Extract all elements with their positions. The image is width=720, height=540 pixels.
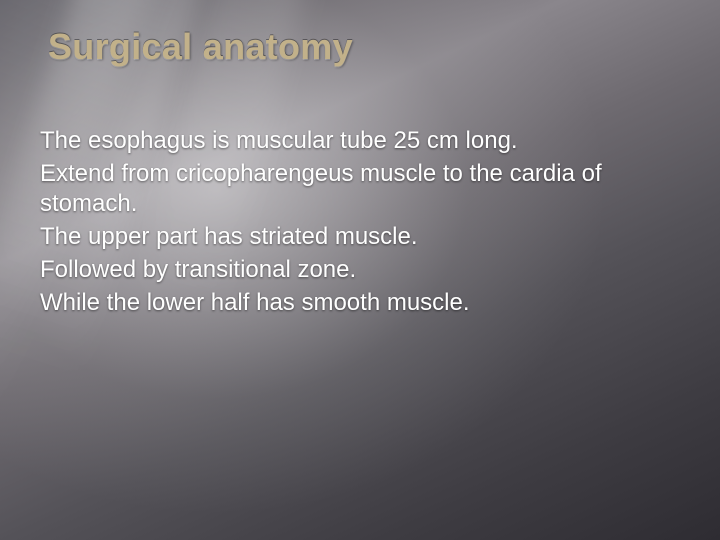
body-paragraph: While the lower half has smooth muscle. — [40, 288, 660, 319]
body-paragraph: The esophagus is muscular tube 25 cm lon… — [40, 126, 660, 157]
slide-title: Surgical anatomy — [48, 26, 353, 68]
slide-body: The esophagus is muscular tube 25 cm lon… — [40, 126, 660, 320]
body-paragraph: Extend from cricopharengeus muscle to th… — [40, 159, 660, 220]
body-paragraph: Followed by transitional zone. — [40, 255, 660, 286]
slide: Surgical anatomy The esophagus is muscul… — [0, 0, 720, 540]
body-paragraph: The upper part has striated muscle. — [40, 222, 660, 253]
